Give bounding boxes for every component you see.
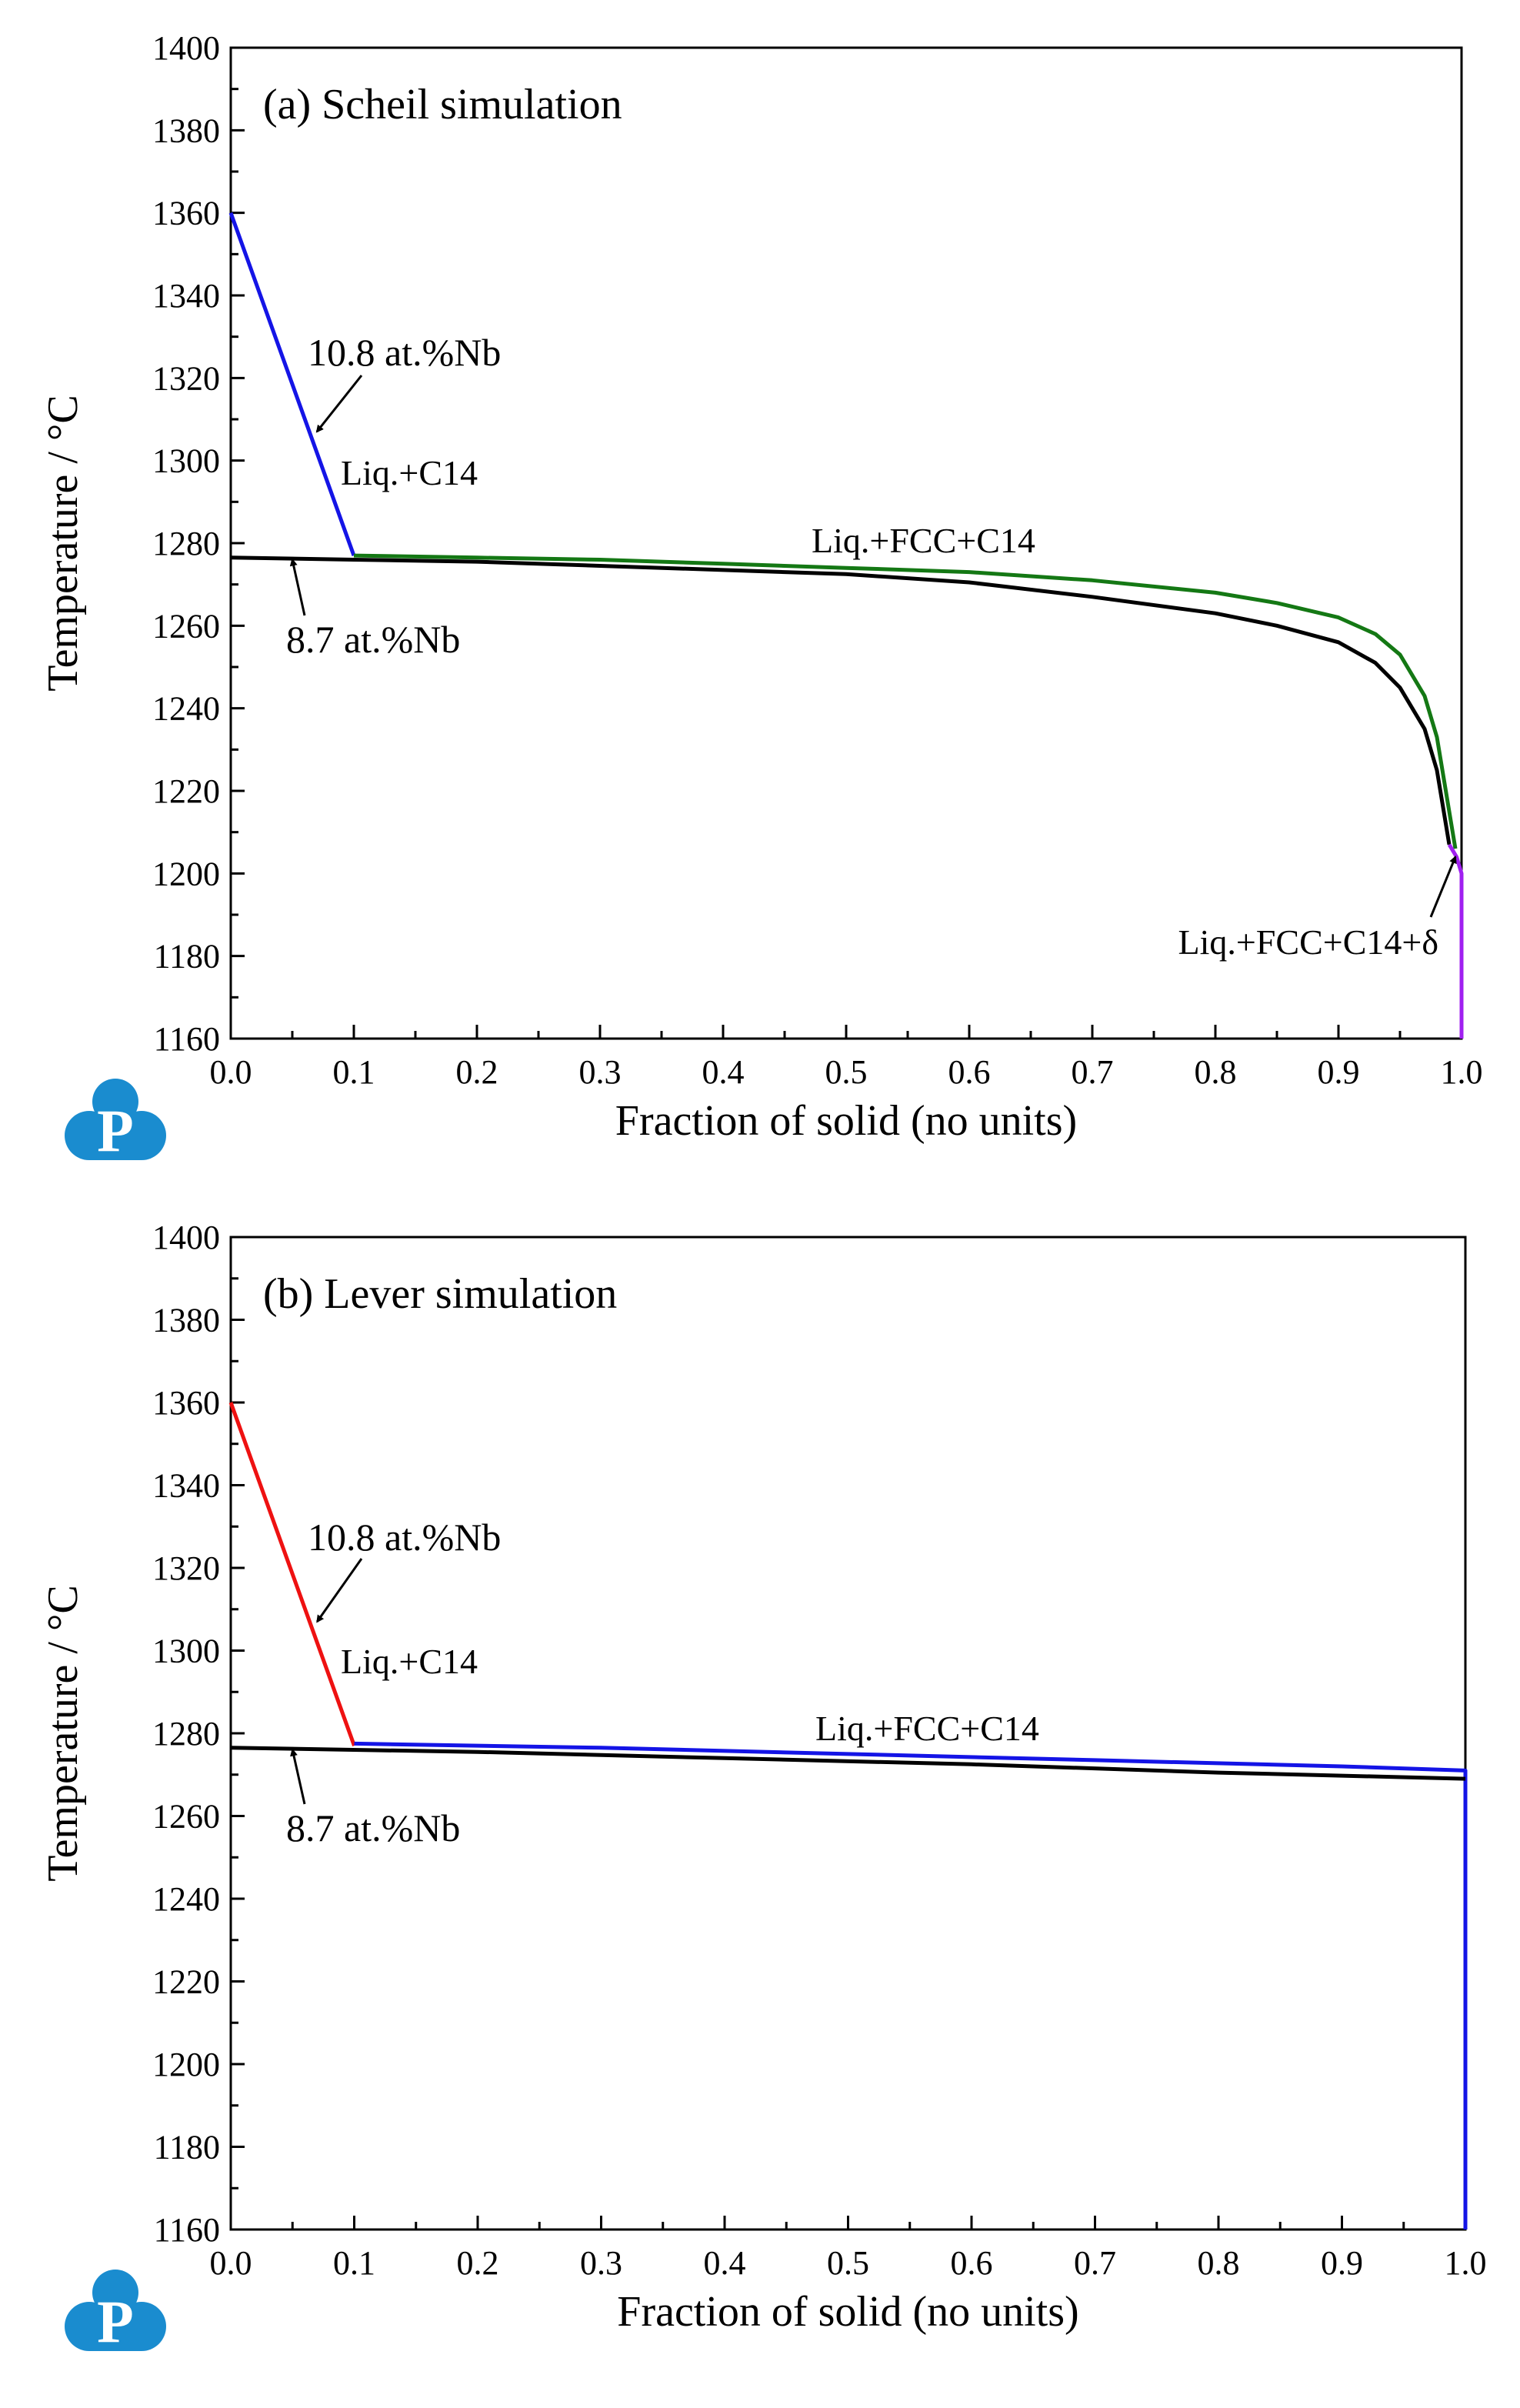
annotation-arrow: [316, 1558, 363, 1623]
y-tick-label: 1320: [152, 359, 220, 397]
x-tick-label: 0.2: [456, 1053, 498, 1091]
y-tick-label: 1300: [152, 442, 220, 480]
y-tick-label: 1400: [152, 1219, 220, 1256]
annotation-label: 8.7 at.%Nb: [286, 618, 460, 661]
y-tick-label: 1380: [152, 112, 220, 149]
x-axis-title: Fraction of solid (no units): [617, 2288, 1078, 2336]
y-tick-label: 1380: [152, 1302, 220, 1339]
series-line: [228, 1402, 356, 1746]
series-line: [230, 555, 1452, 845]
x-tick-label: 0.4: [704, 2244, 746, 2282]
y-tick-label: 1400: [152, 29, 220, 67]
y-tick-label: 1320: [152, 1549, 220, 1587]
publisher-logo-icon: P: [65, 2270, 166, 2355]
y-tick-label: 1200: [152, 2046, 220, 2083]
y-tick-label: 1180: [154, 2129, 220, 2166]
y-tick-label: 1260: [152, 607, 220, 645]
y-tick-label: 1340: [152, 1467, 220, 1505]
logo-letter: P: [97, 1097, 134, 1164]
y-tick-label: 1360: [152, 1384, 220, 1422]
panel-title: (a) Scheil simulation: [263, 81, 622, 128]
annotation-label: 10.8 at.%Nb: [308, 331, 501, 374]
annotation-label: Liq.+FCC+C14: [812, 521, 1035, 560]
y-tick-label: 1300: [152, 1633, 220, 1670]
annotation-label: Liq.+C14: [341, 1642, 478, 1681]
x-tick-label: 0.3: [580, 2244, 622, 2282]
x-tick-label: 0.8: [1198, 2244, 1240, 2282]
x-tick-label: 0.3: [579, 1053, 622, 1091]
y-tick-label: 1220: [152, 1963, 220, 2001]
y-tick-label: 1280: [152, 525, 220, 562]
y-tick-label: 1340: [152, 277, 220, 315]
panel-title: (b) Lever simulation: [263, 1270, 617, 1318]
annotation-arrow: [290, 1748, 306, 1805]
series-line: [230, 1746, 1466, 1781]
annotation-label: Liq.+FCC+C14+δ: [1178, 922, 1438, 962]
panel-a-scheil: 0.0 0.1 0.2 0.3 0.4 0.5 0.6 0.7 0.8 0.9 1.0 1160 118…: [39, 29, 1483, 1145]
x-tick-label: 0.1: [333, 1053, 375, 1091]
annotation-arrow: [315, 375, 363, 433]
annotation-arrow: [1429, 855, 1457, 918]
y-tick-label: 1200: [152, 855, 220, 892]
annotation-label: 8.7 at.%Nb: [286, 1806, 460, 1849]
annotation-label: 10.8 at.%Nb: [308, 1516, 501, 1559]
y-tick-label: 1240: [152, 1880, 220, 1918]
series-line: [1447, 843, 1464, 1039]
y-tick-label: 1220: [152, 772, 220, 810]
x-tick-label: 0.4: [702, 1053, 745, 1091]
x-tick-label: 0.1: [333, 2244, 375, 2282]
x-tick-label: 0.0: [210, 1053, 252, 1091]
annotation-label: Liq.+C14: [341, 453, 478, 492]
panel-b-lever: 0.0 0.1 0.2 0.3 0.4 0.5 0.6 0.7 0.8 0.9 1.0 1160 118…: [39, 1219, 1487, 2336]
y-tick-label: 1260: [152, 1798, 220, 1836]
series-line: [353, 553, 1458, 849]
y-tick-label: 1180: [154, 938, 220, 976]
x-tick-label: 0.5: [827, 2244, 869, 2282]
x-tick-label: 1.0: [1445, 2244, 1487, 2282]
series-line: [228, 212, 356, 556]
logo-letter: P: [97, 2288, 134, 2355]
x-tick-label: 0.8: [1195, 1053, 1237, 1091]
y-axis-title: Temperature / °C: [39, 1585, 87, 1881]
x-tick-label: 0.6: [948, 1053, 991, 1091]
x-axis-title: Fraction of solid (no units): [615, 1097, 1077, 1145]
annotation-arrow: [289, 558, 306, 616]
y-tick-label: 1360: [152, 195, 220, 232]
x-tick-label: 0.6: [951, 2244, 993, 2282]
x-tick-label: 0.7: [1072, 1053, 1114, 1091]
x-tick-label: 0.2: [457, 2244, 499, 2282]
y-axis-title: Temperature / °C: [39, 395, 87, 691]
series-line: [354, 1741, 1468, 2230]
publisher-logo-icon: P: [65, 1079, 166, 1164]
y-tick-label: 1160: [154, 1020, 220, 1058]
x-tick-label: 1.0: [1441, 1053, 1483, 1091]
x-tick-label: 0.5: [825, 1053, 868, 1091]
x-tick-label: 0.9: [1318, 1053, 1360, 1091]
annotation-label: Liq.+FCC+C14: [815, 1709, 1039, 1748]
y-tick-label: 1160: [154, 2211, 220, 2249]
x-tick-label: 0.7: [1074, 2244, 1116, 2282]
y-tick-label: 1280: [152, 1715, 220, 1753]
x-tick-label: 0.0: [210, 2244, 252, 2282]
x-tick-label: 0.9: [1321, 2244, 1363, 2282]
y-tick-label: 1240: [152, 690, 220, 728]
